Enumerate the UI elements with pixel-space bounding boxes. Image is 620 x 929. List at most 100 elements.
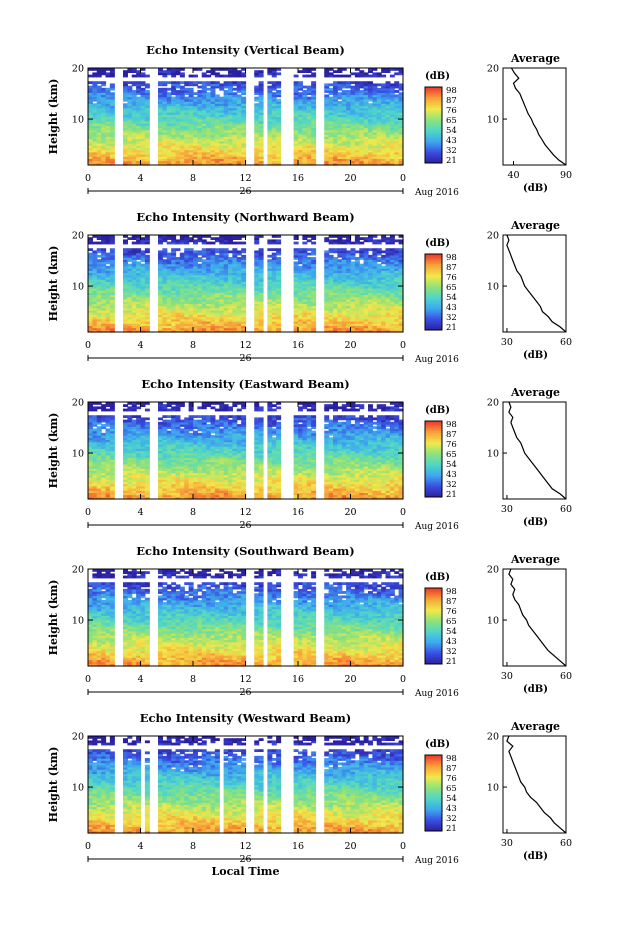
heatmap-cell — [105, 290, 111, 293]
heatmap-cell — [363, 101, 369, 104]
heatmap-cell — [363, 259, 369, 263]
heatmap-cell — [109, 87, 115, 91]
heatmap-cell — [201, 149, 207, 153]
heatmap-cell — [92, 81, 98, 85]
heatmap-cell — [398, 70, 404, 73]
heatmap-cell — [166, 156, 172, 159]
heatmap-cell — [341, 235, 347, 238]
heatmap-cell — [214, 138, 220, 142]
heatmap-cell — [88, 158, 93, 162]
heatmap-cell — [210, 90, 216, 93]
heatmap-cell — [193, 98, 198, 102]
heatmap-cell — [346, 162, 352, 166]
heatmap-cell — [254, 156, 260, 159]
heatmap-cell — [385, 96, 391, 100]
heatmap-cell — [385, 316, 391, 320]
heatmap-cell — [363, 268, 369, 271]
heatmap-cell — [385, 329, 391, 333]
heatmap-cell — [144, 107, 150, 111]
heatmap-cell — [214, 272, 220, 276]
heatmap-cell — [210, 136, 216, 140]
heatmap-cell — [188, 239, 194, 243]
heatmap-cell — [131, 116, 137, 120]
heatmap-cell — [376, 290, 382, 293]
heatmap-cell — [341, 312, 347, 315]
heatmap-cell — [136, 261, 142, 265]
heatmap-cell — [158, 118, 163, 122]
heatmap-cell — [136, 98, 142, 102]
heatmap-cell — [131, 314, 137, 318]
heatmap-cell — [302, 70, 308, 73]
heatmap-cell — [201, 239, 207, 243]
heatmap-cell — [127, 156, 133, 159]
heatmap-cell — [144, 134, 150, 137]
heatmap-cell — [337, 263, 343, 267]
heatmap-cell — [228, 90, 233, 93]
heatmap-cell — [372, 274, 378, 278]
heatmap-cell — [179, 296, 185, 300]
heatmap-cell — [162, 261, 168, 265]
heatmap-cell — [350, 325, 356, 329]
heatmap-cell — [389, 239, 395, 243]
heatmap-cell — [311, 309, 317, 313]
heatmap-cell — [171, 318, 177, 322]
heatmap-cell — [175, 72, 181, 76]
heatmap-cell — [354, 156, 360, 159]
heatmap-cell — [232, 103, 238, 107]
heatmap-cell — [381, 283, 387, 287]
heatmap-cell — [276, 116, 282, 120]
heatmap-cell — [359, 294, 365, 298]
heatmap-cell — [376, 239, 382, 243]
heatmap-cell — [385, 309, 391, 313]
heatmap-cell — [276, 314, 282, 318]
heatmap-cell — [302, 147, 308, 151]
heatmap-cell — [214, 120, 220, 124]
heatmap-cell — [223, 145, 229, 148]
heatmap-cell — [346, 237, 352, 240]
heatmap-cell — [188, 109, 194, 113]
heatmap-cell — [389, 248, 395, 252]
heatmap-cell — [228, 268, 233, 271]
heatmap-cell — [193, 235, 198, 238]
heatmap-cell — [88, 307, 93, 311]
heatmap-cell — [193, 270, 198, 274]
heatmap-cell — [136, 103, 142, 107]
heatmap-cell — [232, 140, 238, 144]
heatmap-cell — [223, 107, 229, 111]
heatmap-cell — [123, 274, 128, 278]
heatmap-cell — [162, 274, 168, 278]
heatmap-cell — [363, 103, 369, 107]
date-suffix: Aug 2016 — [414, 188, 459, 198]
heatmap-cell — [363, 156, 369, 159]
heatmap-cell — [385, 298, 391, 302]
heatmap-cell — [175, 283, 181, 287]
heatmap-cell — [271, 87, 277, 91]
heatmap-cell — [363, 270, 369, 274]
heatmap-cell — [241, 116, 247, 120]
heatmap-cell — [131, 323, 137, 326]
heatmap-cell — [337, 281, 343, 285]
heatmap-cell — [140, 94, 146, 98]
heatmap-cell — [219, 252, 225, 256]
heatmap-cell — [324, 307, 330, 311]
heatmap-cell — [136, 160, 142, 164]
heatmap-cell — [298, 153, 303, 157]
heatmap-cell — [376, 303, 382, 307]
heatmap-cell — [341, 318, 347, 322]
heatmap-cell — [171, 145, 177, 148]
heatmap-cell — [333, 268, 338, 271]
heatmap-cell — [271, 320, 277, 324]
heatmap-cell — [381, 312, 387, 315]
heatmap-cell — [131, 125, 137, 129]
heatmap-cell — [359, 70, 365, 73]
heatmap-cell — [328, 496, 334, 500]
heatmap-cell — [236, 138, 242, 142]
heatmap-cell — [394, 72, 400, 76]
heatmap-cell — [271, 301, 277, 304]
heatmap-cell — [184, 120, 190, 124]
heatmap-cell — [236, 318, 242, 322]
heatmap-cell — [109, 296, 115, 300]
heatmap-cell — [127, 103, 133, 107]
heatmap-cell — [171, 160, 177, 164]
heatmap-cell — [346, 103, 352, 107]
